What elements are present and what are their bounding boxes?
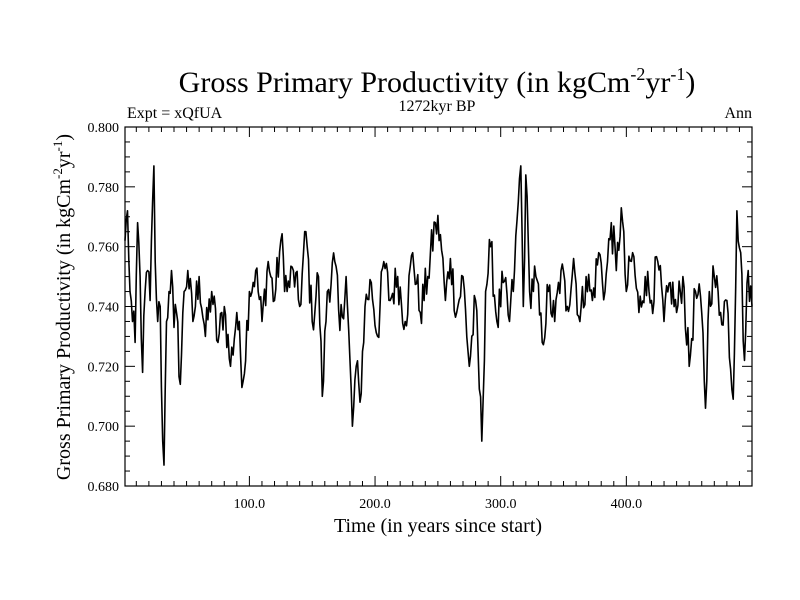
y-axis-label: Gross Primary Productivity (in kgCm-2yr-…	[50, 134, 75, 480]
title-main: Gross Primary Productivity (in kgCm	[179, 66, 631, 99]
y-tick-label: 0.680	[88, 480, 120, 495]
title-close: )	[685, 66, 695, 99]
y-tick-label: 0.780	[88, 181, 120, 196]
y-label-main: Gross Primary Productivity (in kgCm	[53, 179, 75, 481]
title-exponent-1: -2	[630, 64, 645, 84]
series-line	[124, 165, 753, 466]
title-exponent-2: -1	[670, 64, 685, 84]
plot-frame	[124, 126, 753, 487]
x-axis-label: Time (in years since start)	[334, 515, 542, 537]
y-label-close: )	[53, 134, 75, 141]
season-label: Ann	[724, 105, 752, 122]
y-tick-label: 0.720	[88, 360, 120, 375]
y-tick-label: 0.800	[88, 121, 120, 136]
title-mid: yr	[645, 66, 670, 99]
y-tick-label: 0.740	[88, 301, 120, 316]
x-tick-label: 100.0	[234, 497, 266, 512]
y-label-exponent-2: -1	[50, 141, 65, 152]
chart-title: Gross Primary Productivity (in kgCm-2yr-…	[179, 64, 696, 99]
y-tick-label: 0.760	[88, 241, 120, 256]
x-tick-label: 300.0	[485, 497, 517, 512]
x-tick-label: 400.0	[611, 497, 643, 512]
x-tick-label: 200.0	[359, 497, 391, 512]
y-label-mid: yr	[53, 151, 75, 168]
experiment-label: Expt = xQfUA	[127, 105, 223, 122]
y-label-exponent-1: -2	[50, 168, 65, 179]
period-label: 1272kyr BP	[399, 98, 476, 115]
y-tick-label: 0.700	[88, 420, 120, 435]
